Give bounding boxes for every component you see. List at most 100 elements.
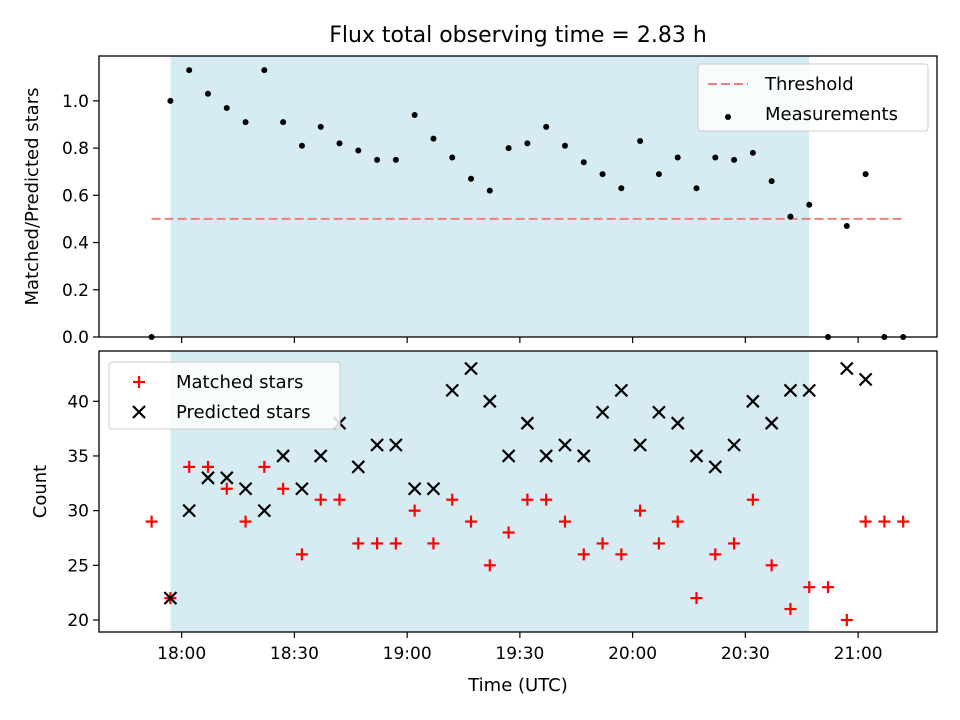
legend-box (697, 63, 929, 132)
chart-title: Flux total observing time = 2.83 h (329, 23, 707, 48)
predicted-star-point (746, 394, 760, 409)
y-tick-label: 0.0 (62, 328, 89, 348)
measurement-point (186, 67, 193, 74)
predicted-star-point (276, 449, 290, 463)
matched-star-point (465, 515, 478, 528)
matched-star-point (314, 493, 327, 506)
matched-star-point (840, 613, 853, 626)
measurement-point (561, 142, 568, 149)
measurement-point (355, 147, 362, 154)
measurement-point (430, 135, 437, 142)
predicted-star-point (858, 372, 873, 387)
matched-star-point (878, 515, 891, 528)
matched-star-point (483, 559, 496, 572)
measurement-point (317, 123, 324, 130)
matched-star-point (859, 515, 872, 528)
legend-label: Measurements (765, 104, 898, 125)
ratio-panel: 0.0 0.2 0.4 0.6 0.8 1.0 Matched/Predicted star… (22, 55, 938, 348)
x-tick-label: 18:30 (270, 644, 319, 664)
legend-matched-swatch (133, 376, 145, 388)
predicted-star-point (576, 449, 591, 463)
measurement-point (862, 171, 869, 178)
y-tick-label: 0.2 (62, 281, 89, 301)
measurement-point (655, 171, 662, 178)
x-tick-label: 19:00 (383, 644, 432, 664)
predicted-star-point (614, 383, 629, 398)
predicted-star-point (407, 481, 422, 496)
matched-star-point (671, 515, 684, 528)
matched-star-point (652, 537, 665, 550)
axes-frame (98, 55, 938, 338)
matched-star-point (446, 493, 459, 506)
y-tick-label: 0.8 (62, 139, 89, 159)
predicted-star-point (464, 361, 478, 376)
legend-label: Matched stars (176, 372, 303, 393)
measurement-point (674, 154, 681, 161)
y-tick-label: 1.0 (62, 92, 89, 112)
x-tick-label: 20:30 (721, 644, 770, 664)
matched-star-point (408, 504, 421, 517)
measurement-point (768, 178, 775, 185)
predicted-star-point (783, 383, 798, 398)
x-tick-label: 21:00 (834, 644, 883, 664)
matched-star-point (746, 493, 759, 506)
legend-label: Predicted stars (176, 402, 310, 423)
x-tick-label: 18:00 (157, 644, 206, 664)
measurement-point (618, 185, 625, 192)
predicted-star-point (539, 449, 553, 463)
y-tick-label: 0.4 (62, 234, 89, 254)
predicted-star-point (313, 449, 328, 463)
measurement-point (693, 185, 700, 192)
measurement-point (392, 156, 399, 163)
measurement-point (787, 213, 794, 220)
predicted-star-point (708, 460, 723, 474)
measurement-point (167, 97, 174, 104)
y-tick-label: 30 (67, 502, 89, 522)
matched-star-point (220, 482, 233, 495)
matched-star-point (784, 603, 797, 616)
measurement-point (449, 154, 456, 161)
matched-star-point (803, 581, 816, 594)
legend-box (108, 361, 341, 430)
matched-star-point (201, 460, 214, 473)
predicted-star-point (445, 383, 460, 398)
matched-star-point (596, 537, 609, 550)
predicted-star-point (370, 438, 384, 452)
count-panel: 20 25 30 35 40 Count 18:00 18:30 19:00 19:30 20:00… (30, 350, 938, 664)
measurement-point (580, 159, 587, 166)
matched-star-point (333, 493, 346, 506)
matched-star-point (239, 515, 252, 528)
matched-star-point (352, 537, 365, 550)
measurement-point (468, 175, 475, 182)
legend-measurement-swatch (725, 114, 731, 120)
predicted-star-point (802, 383, 817, 398)
matched-star-point (822, 581, 835, 594)
x-axis-label: Time (UTC) (467, 675, 568, 696)
measurement-point (261, 67, 268, 74)
y-axis-label: Count (30, 465, 51, 518)
matched-star-point (371, 537, 384, 550)
measurement-point (749, 149, 756, 156)
predicted-star-point (595, 405, 610, 420)
measurement-point (637, 138, 644, 145)
predicted-star-point (840, 361, 854, 376)
matched-star-point (183, 460, 196, 473)
y-tick-label: 0.6 (62, 186, 89, 206)
matched-star-point (897, 515, 910, 528)
matched-star-point (690, 592, 703, 605)
x-tick-label: 20:00 (608, 644, 657, 664)
predicted-star-point (426, 481, 441, 496)
matched-star-point (389, 537, 402, 550)
matched-star-point (709, 548, 722, 561)
predicted-star-point (764, 416, 779, 430)
predicted-star-point (689, 449, 704, 463)
predicted-star-point (351, 460, 366, 474)
measurement-point (242, 119, 249, 126)
measurement-point (374, 156, 381, 163)
matched-star-point (558, 515, 571, 528)
measurement-point (524, 140, 531, 147)
measurement-point (336, 140, 343, 147)
axes-frame (98, 350, 938, 633)
measurement-point (731, 156, 738, 163)
measurement-point (505, 145, 512, 152)
